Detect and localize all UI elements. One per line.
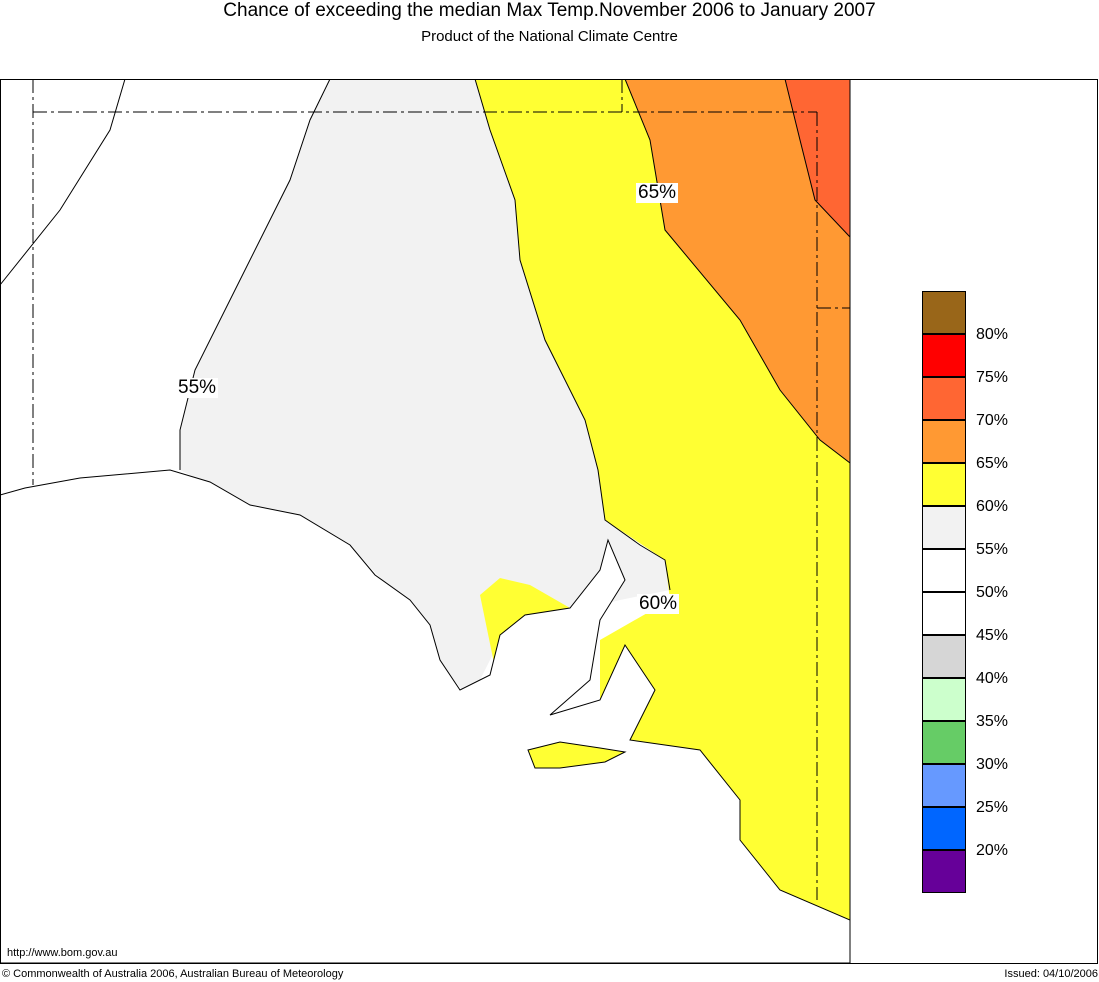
legend-swatch	[922, 334, 966, 377]
legend-label: 65%	[976, 455, 1009, 472]
legend-label: 60%	[976, 498, 1009, 515]
region-55-60	[180, 79, 670, 700]
legend-swatch	[922, 377, 966, 420]
legend-label: 40%	[976, 670, 1009, 687]
legend-swatch	[922, 463, 966, 506]
legend-label: 80%	[976, 326, 1009, 343]
ocean	[0, 469, 850, 963]
legend-swatch	[922, 506, 966, 549]
legend-swatch	[922, 420, 966, 463]
legend-label: 30%	[976, 756, 1009, 773]
legend-swatch	[922, 678, 966, 721]
legend-label: 35%	[976, 713, 1009, 730]
contour-label-55: 55%	[176, 377, 219, 398]
kangaroo-island	[527, 741, 627, 769]
legend-swatch	[922, 549, 966, 592]
region-60-65	[475, 79, 850, 963]
legend-swatch	[922, 592, 966, 635]
legend-swatch	[922, 721, 966, 764]
legend-label: 45%	[976, 627, 1009, 644]
legend-label: 55%	[976, 541, 1009, 558]
legend-label: 20%	[976, 842, 1009, 859]
legend-swatch	[922, 850, 966, 893]
copyright-text: © Commonwealth of Australia 2006, Austra…	[2, 968, 344, 980]
state-borders	[32, 79, 850, 900]
legend-label: 70%	[976, 412, 1009, 429]
contour-label-60: 60%	[637, 593, 680, 614]
legend-label: 50%	[976, 584, 1009, 601]
legend-swatch	[922, 635, 966, 678]
legend-label: 75%	[976, 369, 1009, 386]
issued-date: Issued: 04/10/2006	[1004, 968, 1098, 980]
map-title: Chance of exceeding the median Max Temp.…	[223, 0, 876, 21]
legend-swatch	[922, 807, 966, 850]
legend-swatch	[922, 764, 966, 807]
legend-label: 25%	[976, 799, 1009, 816]
legend-swatch	[922, 291, 966, 334]
region-65-70	[625, 79, 850, 463]
map-subtitle: Product of the National Climate Centre	[421, 28, 678, 45]
url-text: http://www.bom.gov.au	[7, 947, 118, 959]
contour-label-65: 65%	[636, 182, 679, 203]
